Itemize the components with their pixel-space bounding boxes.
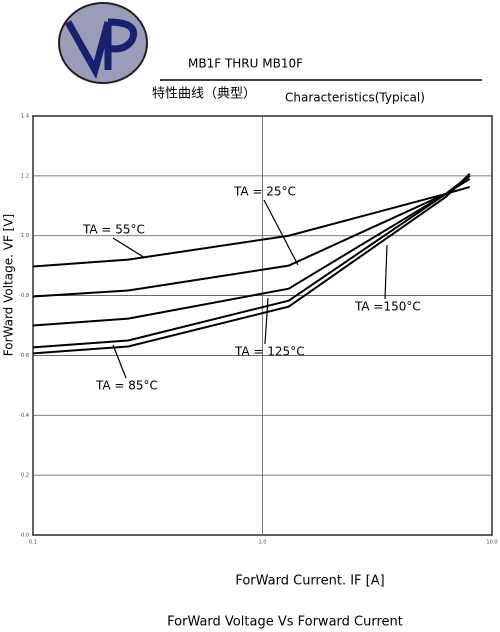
- x-tick-label: 10.0: [486, 540, 497, 546]
- curve: [32, 173, 471, 355]
- part-number: MB1F THRU MB10F: [188, 57, 303, 71]
- title-cn: 特性曲线（典型）: [152, 87, 256, 102]
- leader-line: [263, 199, 299, 266]
- y-tick-label: 0.0: [21, 533, 29, 539]
- curve: [32, 185, 471, 268]
- y-tick-label: 1.4: [21, 114, 29, 120]
- x-axis-label: ForWard Current. IF [A]: [235, 574, 384, 589]
- leader-line: [264, 297, 269, 345]
- logo: [58, 2, 148, 84]
- series-label: TA =150°C: [354, 300, 421, 314]
- chart-title: ForWard Voltage Vs Forward Current: [167, 615, 403, 630]
- x-tick-label: 1.0: [259, 540, 267, 546]
- y-tick-label: 0.8: [21, 293, 29, 299]
- x-tick-label: 0.1: [29, 540, 37, 546]
- y-axis-label: ForWard Voltage. VF [V]: [2, 214, 16, 357]
- leader-line: [112, 237, 146, 259]
- y-tick-label: 1.0: [21, 233, 29, 239]
- y-tick-label: 1.2: [21, 173, 29, 179]
- series-label: TA = 85°C: [95, 379, 158, 393]
- title-en: Characteristics(Typical): [285, 91, 425, 105]
- series-label: TA = 25°C: [233, 185, 296, 199]
- y-tick-label: 0.4: [21, 413, 29, 419]
- y-tick-label: 0.2: [21, 473, 29, 479]
- y-tick-label: 0.6: [21, 353, 29, 359]
- leader-line: [384, 244, 388, 300]
- leader-line: [112, 344, 127, 379]
- series-label: TA = 55°C: [82, 223, 145, 237]
- series-label: TA = 125°C: [234, 345, 305, 359]
